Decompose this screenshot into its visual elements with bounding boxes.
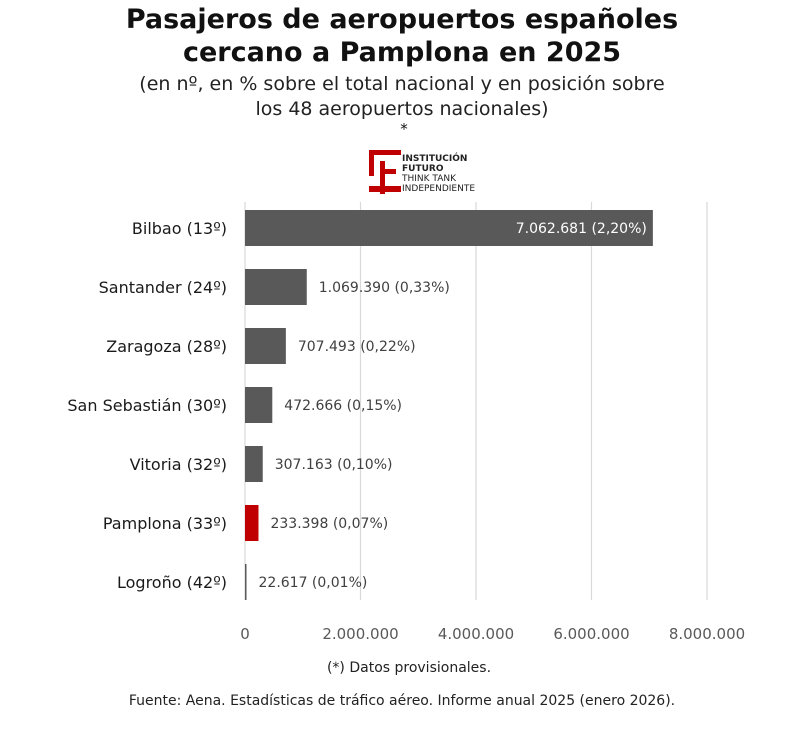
x-tick-label-2: 4.000.000	[438, 625, 514, 643]
labels: 0 2.000.000 4.000.000 6.000.000 8.000.000 Bil…	[67, 219, 745, 643]
value-label-2: 707.493 (0,22%)	[298, 339, 416, 355]
x-tick-label-1: 2.000.000	[322, 625, 398, 643]
chart-title-line-2: cercano a Pamplona en 2025	[182, 37, 622, 68]
bars	[245, 210, 653, 600]
bar-2	[245, 328, 286, 364]
x-tick-label-0: 0	[240, 625, 250, 643]
bar-4	[245, 446, 263, 482]
provisional-data-note: (*) Datos provisionales.	[326, 660, 492, 676]
category-label-6: Logroño (42º)	[117, 573, 227, 592]
category-label-0: Bilbao (13º)	[132, 219, 227, 238]
logo-mark-icon	[369, 150, 401, 194]
logo-text: INSTITUCIÓN FUTURO THINK TANK INDEPENDIE…	[402, 154, 475, 194]
category-label-3: San Sebastián (30º)	[67, 396, 227, 415]
logo-line-1: INSTITUCIÓN	[402, 154, 468, 164]
bar-chart: 0 2.000.000 4.000.000 6.000.000 8.000.000 Bil…	[67, 202, 745, 643]
source-note: Fuente: Aena. Estadísticas de tráfico aé…	[128, 693, 676, 709]
institucion-futuro-logo: INSTITUCIÓN FUTURO THINK TANK INDEPENDIE…	[369, 150, 499, 196]
value-label-1: 1.069.390 (0,33%)	[319, 280, 450, 296]
value-label-3: 472.666 (0,15%)	[284, 398, 402, 414]
x-tick-label-4: 8.000.000	[669, 625, 745, 643]
bar-0	[245, 210, 653, 246]
category-label-1: Santander (24º)	[99, 278, 227, 297]
category-label-2: Zaragoza (28º)	[106, 337, 227, 356]
bar-3	[245, 387, 273, 423]
x-tick-label-3: 6.000.000	[553, 625, 629, 643]
logo-line-4: INDEPENDIENTE	[402, 184, 476, 194]
category-label-5: Pamplona (33º)	[103, 514, 227, 533]
value-label-0: 7.062.681 (2,20%)	[516, 221, 647, 237]
bar-1	[245, 269, 307, 305]
value-label-6: 22.617 (0,01%)	[259, 575, 368, 591]
chart-subtitle-line-1: (en nº, en % sobre el total nacional y e…	[139, 73, 665, 95]
chart-title-line-1: Pasajeros de aeropuertos españoles	[125, 4, 679, 35]
value-label-4: 307.163 (0,10%)	[275, 457, 393, 473]
bar-5	[245, 505, 259, 541]
logo-line-3: THINK TANK	[402, 174, 457, 184]
category-label-4: Vitoria (32º)	[130, 455, 227, 474]
bar-6	[245, 564, 247, 600]
asterisk-mark: *	[400, 120, 408, 138]
value-label-5: 233.398 (0,07%)	[270, 516, 388, 532]
chart-subtitle-line-2: los 48 aeropuertos nacionales)	[255, 98, 549, 120]
logo-line-2: FUTURO	[402, 164, 444, 174]
